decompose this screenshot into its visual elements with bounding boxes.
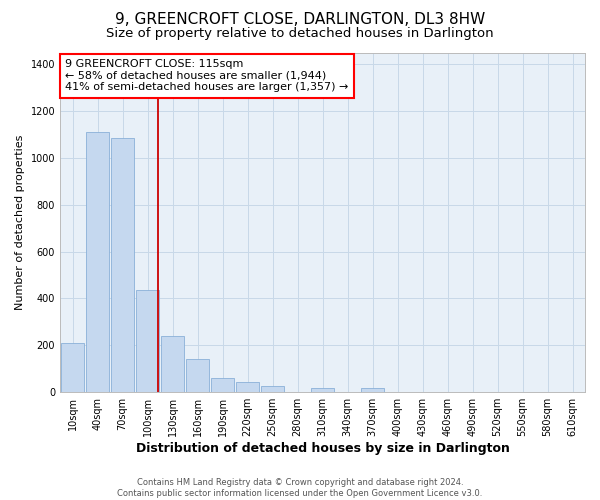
Bar — [136, 290, 159, 392]
Bar — [161, 336, 184, 392]
Bar — [86, 132, 109, 392]
Bar — [111, 138, 134, 392]
Bar — [211, 378, 234, 392]
X-axis label: Distribution of detached houses by size in Darlington: Distribution of detached houses by size … — [136, 442, 509, 455]
Bar — [186, 360, 209, 392]
Bar — [311, 388, 334, 392]
Bar — [361, 388, 384, 392]
Bar — [61, 343, 84, 392]
Text: 9, GREENCROFT CLOSE, DARLINGTON, DL3 8HW: 9, GREENCROFT CLOSE, DARLINGTON, DL3 8HW — [115, 12, 485, 28]
Text: Size of property relative to detached houses in Darlington: Size of property relative to detached ho… — [106, 28, 494, 40]
Y-axis label: Number of detached properties: Number of detached properties — [15, 134, 25, 310]
Bar — [236, 382, 259, 392]
Bar — [261, 386, 284, 392]
Text: 9 GREENCROFT CLOSE: 115sqm
← 58% of detached houses are smaller (1,944)
41% of s: 9 GREENCROFT CLOSE: 115sqm ← 58% of deta… — [65, 60, 349, 92]
Text: Contains HM Land Registry data © Crown copyright and database right 2024.
Contai: Contains HM Land Registry data © Crown c… — [118, 478, 482, 498]
